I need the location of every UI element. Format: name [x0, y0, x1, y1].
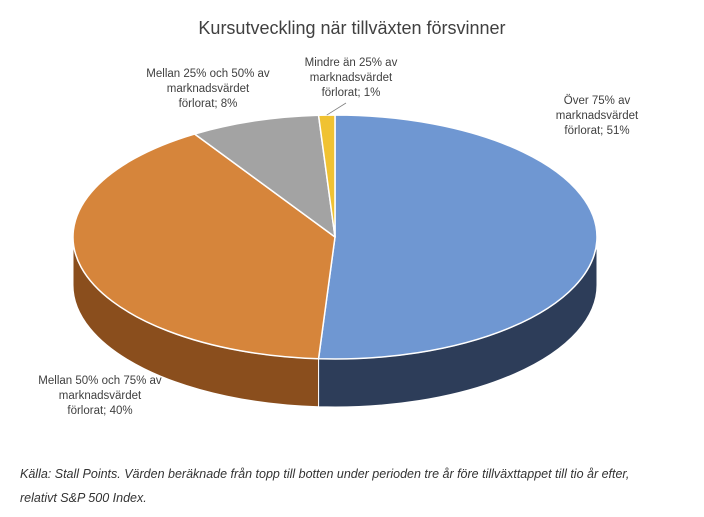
caption-line-2: relativt S&P 500 Index.: [20, 491, 147, 505]
pie-slice-0: [317, 114, 598, 360]
slice-label-25-50: Mellan 25% och 50% av marknadsvärdet för…: [146, 68, 270, 110]
pie-slice-1: [72, 133, 336, 360]
pie-slice-2: [193, 114, 336, 238]
caption-line-1: Källa: Stall Points. Värden beräknade fr…: [20, 467, 630, 481]
slice-label-over-75: Över 75% av marknadsvärdet förlorat; 51%: [555, 95, 639, 137]
leader-line-under-25: [326, 102, 347, 116]
pie-tops: [72, 114, 598, 360]
slice-label-under-25: Mindre än 25% av marknadsvärdet förlorat…: [304, 57, 398, 99]
label-leaders: [326, 102, 347, 116]
source-caption: Källa: Stall Points. Värden beräknade fr…: [20, 462, 690, 510]
slice-label-50-75: Mellan 50% och 75% av marknadsvärdet för…: [38, 375, 162, 417]
chart-title: Kursutveckling när tillväxten försvinner: [198, 18, 506, 38]
